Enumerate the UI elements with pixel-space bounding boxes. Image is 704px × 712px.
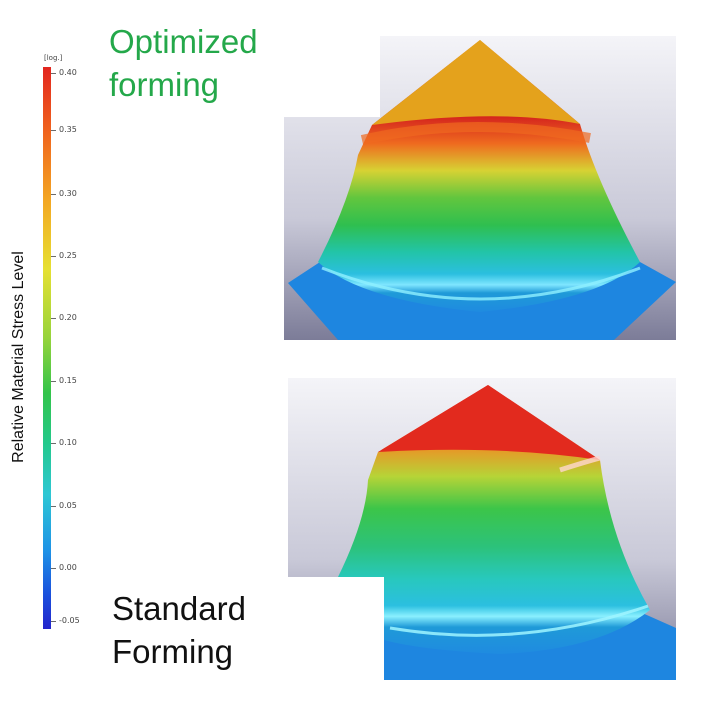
colorbar-tick bbox=[51, 256, 56, 257]
colorbar-tick bbox=[51, 73, 56, 74]
colorbar-tick bbox=[51, 443, 56, 444]
colorbar-tick bbox=[51, 621, 56, 622]
colorbar-tick-label: 0.20 bbox=[59, 313, 77, 322]
colorbar-unit: [log.] bbox=[44, 54, 63, 62]
colorbar-tick-label: 0.10 bbox=[59, 438, 77, 447]
colorbar-tick-label: 0.15 bbox=[59, 376, 77, 385]
colorbar-tick bbox=[51, 318, 56, 319]
colorbar-tick bbox=[51, 506, 56, 507]
colorbar-tick-label: 0.40 bbox=[59, 68, 77, 77]
colorbar-tick bbox=[51, 130, 56, 131]
colorbar-tick-label: 0.00 bbox=[59, 563, 77, 572]
colorbar-tick bbox=[51, 381, 56, 382]
colorbar-tick-label: 0.30 bbox=[59, 189, 77, 198]
colorbar-tick-label: -0.05 bbox=[59, 616, 80, 625]
colorbar-tick-label: 0.05 bbox=[59, 501, 77, 510]
stress-colorbar bbox=[43, 67, 51, 629]
standard-title-line1: Standard bbox=[112, 590, 246, 627]
colorbar-axis-label: Relative Material Stress Level bbox=[10, 251, 27, 463]
colorbar-tick bbox=[51, 194, 56, 195]
optimized-title-line2: forming bbox=[109, 66, 220, 103]
colorbar-tick-label: 0.35 bbox=[59, 125, 77, 134]
colorbar-tick bbox=[51, 568, 56, 569]
standard-title-line2: Forming bbox=[112, 633, 234, 670]
colorbar-tick-label: 0.25 bbox=[59, 251, 77, 260]
optimized-title-line1: Optimized bbox=[109, 23, 258, 60]
